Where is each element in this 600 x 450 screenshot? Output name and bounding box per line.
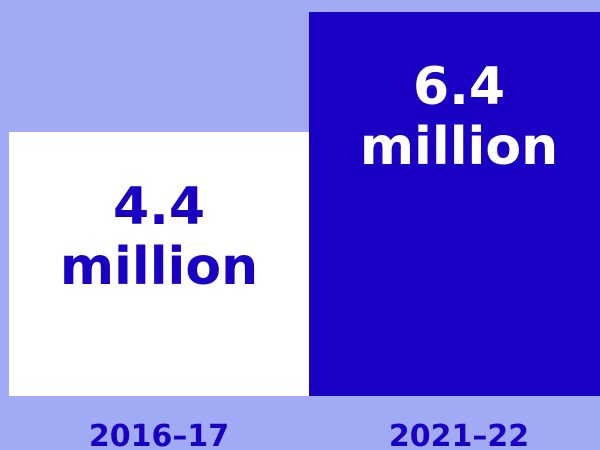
- tick-label-2021–22: 2021–22: [389, 419, 529, 450]
- tick-label-2016–17: 2016–17: [89, 419, 229, 450]
- data-label-2016–17-line-1: 4.4: [113, 177, 205, 237]
- data-label-2021–22-line-1: 6.4: [413, 57, 505, 117]
- bar-2016–17: [9, 132, 309, 396]
- bar-2021–22: [309, 12, 600, 396]
- data-label-2021–22-line-2: million: [360, 117, 558, 177]
- data-label-2016–17-line-2: million: [60, 237, 258, 297]
